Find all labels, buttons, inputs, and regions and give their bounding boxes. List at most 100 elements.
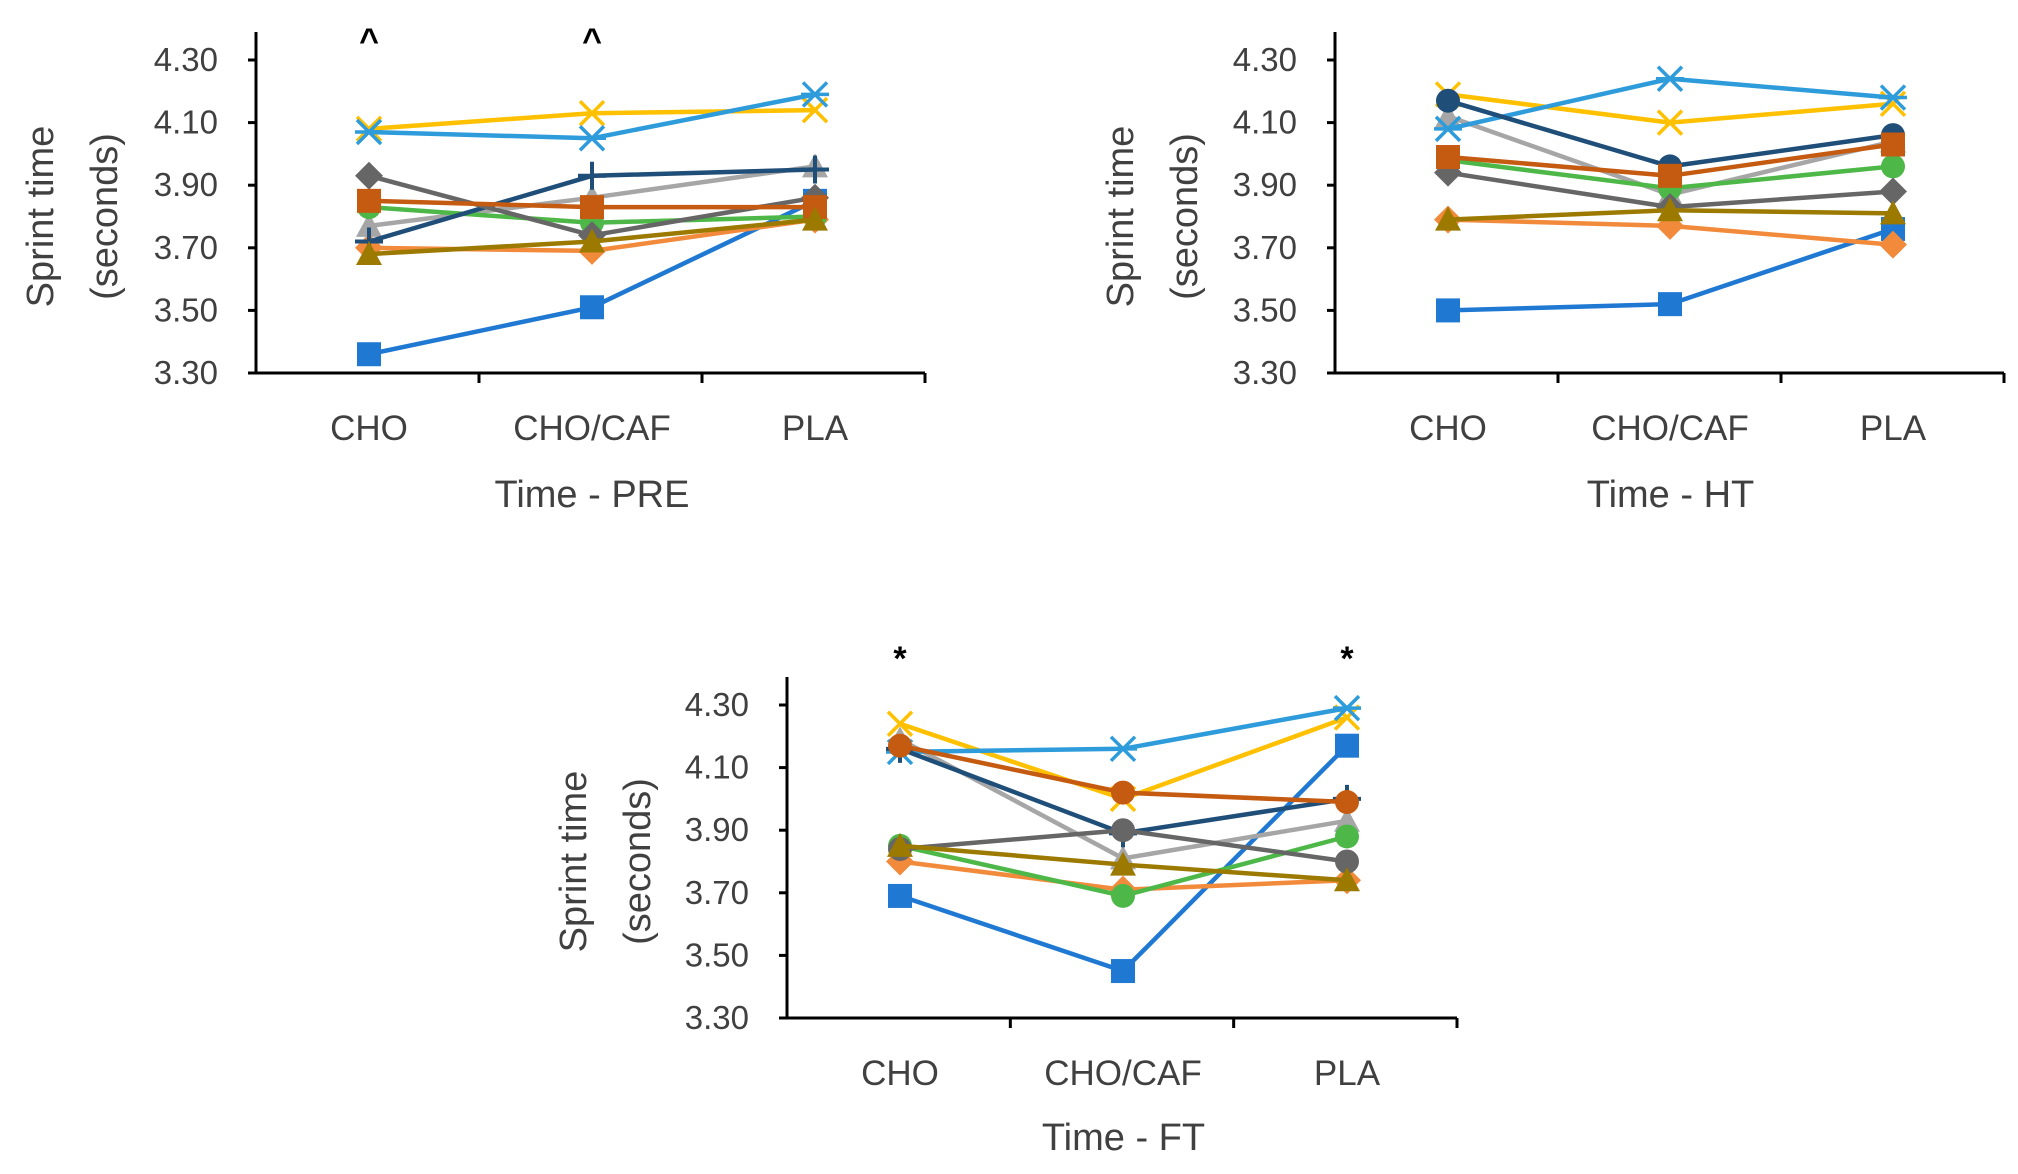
data-point-star xyxy=(801,81,829,108)
significance-marker: ^ xyxy=(582,22,602,60)
x-tick-label: CHO/CAF xyxy=(1044,1054,1202,1093)
y-tick-label: 3.70 xyxy=(1233,229,1297,266)
data-point-triangle xyxy=(356,241,382,266)
data-point-square xyxy=(357,342,381,367)
data-point-circle xyxy=(1335,849,1359,874)
data-point-x xyxy=(578,99,606,127)
data-point-triangle xyxy=(1110,851,1136,876)
series-s9 xyxy=(1436,132,1905,188)
y-tick-label: 3.50 xyxy=(685,936,749,973)
panel-ft: 3.30 3.50 3.70 3.90 4.10 4.30 CHO CHO/CAF PLA Tim… xyxy=(553,640,1459,1159)
x-tick-label: CHO xyxy=(1409,409,1487,448)
data-point-star xyxy=(1109,735,1137,763)
data-point-star xyxy=(1879,84,1907,111)
data-point-diamond xyxy=(1879,230,1907,259)
data-point-square xyxy=(1658,163,1682,188)
x-axis-title: Time - HT xyxy=(1587,474,1754,516)
y-tick-label: 4.10 xyxy=(685,749,749,786)
data-point-star xyxy=(355,118,383,146)
y-tick-label: 3.90 xyxy=(154,166,218,203)
x-tick-label: CHO/CAF xyxy=(1591,409,1749,448)
data-point-square xyxy=(888,883,912,908)
data-point-triangle xyxy=(1334,867,1360,892)
data-point-square xyxy=(1658,292,1682,317)
significance-marker: * xyxy=(893,640,907,678)
x-tick-label: CHO xyxy=(861,1054,939,1093)
y-tick-label: 3.30 xyxy=(685,999,749,1036)
data-point-circle xyxy=(1335,790,1359,815)
series-s9 xyxy=(888,733,1359,815)
x-axis-title: Time - PRE xyxy=(495,474,690,516)
y-tick-label: 4.30 xyxy=(154,41,218,78)
series-s7 xyxy=(355,155,829,256)
x-tick-label: PLA xyxy=(782,409,849,448)
data-point-triangle xyxy=(802,206,828,231)
y-axis-title: Sprint time xyxy=(20,126,62,308)
data-point-x xyxy=(1656,109,1684,136)
y-tick-label: 4.30 xyxy=(1233,41,1297,78)
y-axis-title: Sprint time xyxy=(553,771,595,953)
y-tick-label: 4.10 xyxy=(1233,104,1297,141)
series-s10 xyxy=(356,206,828,266)
y-tick-label: 3.50 xyxy=(1233,291,1297,328)
y-axis-title: (seconds) xyxy=(84,133,126,300)
data-point-circle xyxy=(1881,154,1905,179)
data-point-square xyxy=(1111,959,1135,984)
panel-pre: 3.30 3.50 3.70 3.90 4.10 4.30 CHO CHO/CAF PLA Tim… xyxy=(20,22,927,516)
data-point-diamond xyxy=(355,161,383,190)
series-s9 xyxy=(357,188,827,220)
data-point-square xyxy=(1436,298,1460,323)
data-point-circle xyxy=(1111,780,1135,805)
data-point-square xyxy=(1436,145,1460,170)
series-line xyxy=(368,92,816,141)
data-point-circle xyxy=(1335,824,1359,849)
x-tick-label: CHO/CAF xyxy=(513,409,671,448)
data-point-circle xyxy=(1111,818,1135,843)
data-point-circle xyxy=(1111,883,1135,908)
data-point-square xyxy=(1335,733,1359,758)
panel-ht: 3.30 3.50 3.70 3.90 4.10 4.30 CHO CHO/CAF PLA Tim… xyxy=(1100,32,2006,516)
data-point-plus xyxy=(578,161,606,190)
y-axis-title: (seconds) xyxy=(617,778,659,945)
y-tick-label: 3.70 xyxy=(154,229,218,266)
x-tick-label: CHO xyxy=(330,409,408,448)
data-point-square xyxy=(580,195,604,220)
significance-marker: ^ xyxy=(359,22,379,60)
data-point-square xyxy=(580,295,604,320)
data-point-star xyxy=(1333,694,1361,722)
y-tick-label: 3.50 xyxy=(154,291,218,328)
y-tick-label: 4.30 xyxy=(685,686,749,723)
y-tick-label: 3.70 xyxy=(685,874,749,911)
y-tick-label: 3.30 xyxy=(1233,354,1297,391)
data-point-star xyxy=(1656,65,1684,93)
y-tick-label: 3.90 xyxy=(685,811,749,848)
series-s1 xyxy=(888,733,1359,984)
data-point-triangle xyxy=(1880,200,1906,225)
y-tick-label: 4.10 xyxy=(154,104,218,141)
data-point-triangle xyxy=(1435,206,1461,231)
series-s10 xyxy=(1435,197,1906,231)
x-tick-label: PLA xyxy=(1860,409,1927,448)
data-point-triangle xyxy=(579,228,605,253)
y-tick-label: 3.30 xyxy=(154,354,218,391)
data-point-circle xyxy=(888,733,912,758)
significance-marker: * xyxy=(1340,640,1354,678)
series-s5 xyxy=(1434,65,1907,143)
x-tick-label: PLA xyxy=(1314,1054,1381,1093)
data-point-x xyxy=(355,115,383,143)
series-s10 xyxy=(887,832,1360,892)
data-point-plus xyxy=(801,155,829,184)
data-point-triangle xyxy=(1334,807,1360,832)
series-s5 xyxy=(886,694,1361,766)
data-point-star xyxy=(1434,115,1462,143)
data-point-triangle xyxy=(1657,197,1683,222)
data-point-star xyxy=(578,125,606,152)
data-point-square xyxy=(357,188,381,213)
x-axis-title: Time - FT xyxy=(1042,1117,1205,1159)
data-point-triangle xyxy=(356,212,382,237)
data-point-x xyxy=(886,710,914,738)
y-tick-label: 3.90 xyxy=(1233,166,1297,203)
y-axis-title: Sprint time xyxy=(1100,126,1142,308)
data-point-diamond xyxy=(1879,177,1907,206)
